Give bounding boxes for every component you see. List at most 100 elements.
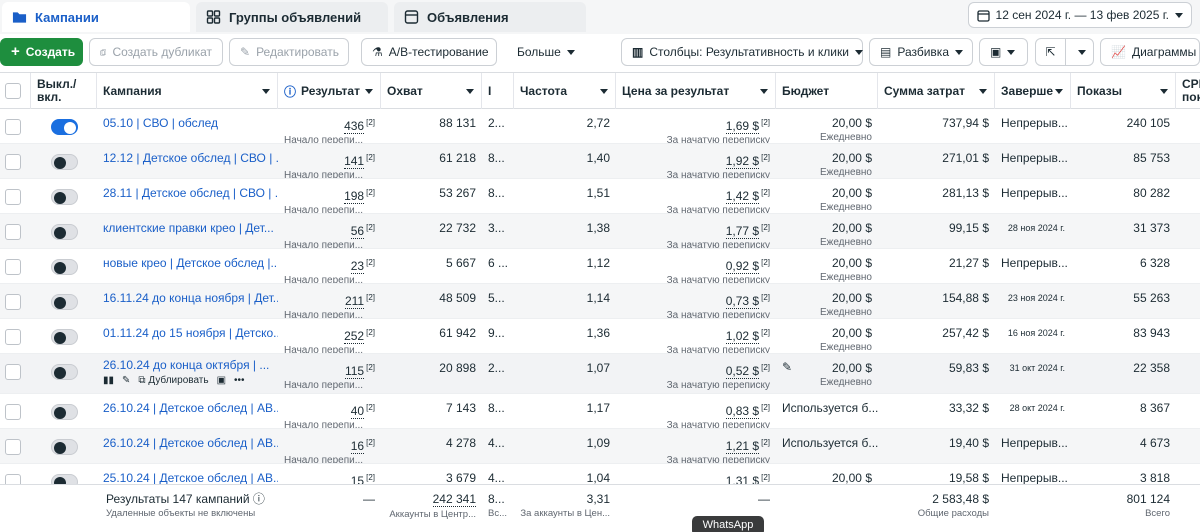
cost-per-result-value[interactable]: 1,92 $ (725, 154, 760, 169)
more-button[interactable]: Больше (507, 38, 583, 66)
result-value[interactable]: 252 (344, 329, 365, 344)
campaign-name-link[interactable]: 25.10.24 | Детское обслед | АВ... (103, 471, 278, 485)
row-checkbox[interactable] (5, 259, 21, 275)
duplicate-action[interactable]: ⧉ Дублировать (138, 375, 209, 386)
cost-per-result-value[interactable]: 1,69 $ (725, 119, 760, 134)
more-icon[interactable]: ••• (234, 375, 245, 386)
pencil-icon[interactable]: ✎ (782, 360, 793, 374)
create-button[interactable]: + Создать (0, 38, 83, 66)
campaign-name-link[interactable]: 01.11.24 до 15 ноября | Детско... (103, 326, 278, 340)
result-value[interactable]: 211 (344, 294, 365, 309)
cell-budget: 20,00 $ Ежедневно (776, 179, 878, 213)
campaign-name-link[interactable]: новые крео | Детское обслед |... (103, 256, 278, 270)
campaign-toggle[interactable] (51, 404, 78, 420)
cell-spent: 33,32 $ (878, 394, 995, 428)
export-button[interactable]: ⇱ (1035, 38, 1094, 66)
row-checkbox[interactable] (5, 224, 21, 240)
impressions-value: 55 263 (1133, 291, 1170, 305)
row-checkbox[interactable] (5, 404, 21, 420)
table-row[interactable]: 12.12 | Детское обслед | СВО | ... 141 [2]… (0, 144, 1200, 179)
result-value[interactable]: 23 (350, 259, 365, 274)
cost-per-result-value[interactable]: 1,42 $ (725, 189, 760, 204)
campaign-name-link[interactable]: 12.12 | Детское обслед | СВО | ... (103, 151, 278, 165)
table-row[interactable]: клиентские правки крео | Дет... 56 [2] Нача… (0, 214, 1200, 249)
campaign-name-link[interactable]: 05.10 | СВО | обслед (103, 116, 219, 130)
table-row[interactable]: 26.10.24 | Детское обслед | АВ... 16 [2] На… (0, 429, 1200, 464)
campaign-name-link[interactable]: 28.11 | Детское обслед | СВО | ... (103, 186, 278, 200)
cost-per-result-value[interactable]: 1,21 $ (725, 439, 760, 454)
campaign-name-link[interactable]: 26.10.24 до конца октября | ... (103, 358, 270, 372)
header-result[interactable]: ⓘ Результат (278, 73, 381, 109)
reports-button[interactable]: ▣ (979, 38, 1028, 66)
table-row[interactable]: 05.10 | СВО | обслед 436 [2] Начало перепи.… (0, 109, 1200, 144)
tab-ad-sets[interactable]: Группы объявлений (196, 2, 388, 32)
charts-button[interactable]: 📈 Диаграммы (1100, 38, 1200, 66)
pencil-icon[interactable]: ✎ (122, 375, 131, 386)
table-row[interactable]: 28.11 | Детское обслед | СВО | ... 198 [2]… (0, 179, 1200, 214)
header-cost-per-result[interactable]: Цена за результат (616, 73, 776, 109)
result-value[interactable]: 115 (344, 364, 365, 379)
row-checkbox[interactable] (5, 154, 21, 170)
row-checkbox[interactable] (5, 329, 21, 345)
campaign-toggle[interactable] (51, 224, 78, 240)
campaign-name-link[interactable]: клиентские правки крео | Дет... (103, 221, 274, 235)
table-row[interactable]: 01.11.24 до 15 ноября | Детско... 252 [2] Н… (0, 319, 1200, 354)
header-impr-short[interactable]: I (482, 73, 514, 109)
row-checkbox[interactable] (5, 294, 21, 310)
duplicate-button[interactable]: Создать дубликат (89, 38, 223, 66)
tab-ads[interactable]: Объявления (394, 2, 586, 32)
cell-result: 40 [2] Начало перепи... (278, 394, 381, 428)
header-budget[interactable]: Бюджет (776, 73, 878, 109)
stats-icon[interactable]: ▮▮ (103, 375, 115, 386)
edit-button[interactable]: ✎ Редактировать (229, 38, 349, 66)
preview-icon[interactable]: ▣ (216, 375, 227, 386)
row-checkbox[interactable] (5, 364, 21, 380)
result-value[interactable]: 198 (344, 189, 365, 204)
footer-impr-sub: Всего (1145, 508, 1170, 519)
table-row[interactable]: новые крео | Детское обслед |... 23 [2] Нач… (0, 249, 1200, 284)
tab-campaigns[interactable]: Кампании (2, 2, 190, 32)
impressions-value: 240 105 (1126, 116, 1170, 130)
cost-per-result-value[interactable]: 0,52 $ (725, 364, 760, 379)
date-range-picker[interactable]: 12 сен 2024 г. — 13 фев 2025 г. (967, 2, 1192, 28)
result-value[interactable]: 16 (350, 439, 365, 454)
ab-test-button[interactable]: ⚗ A/B-тестирование (361, 38, 497, 66)
table-row[interactable]: 16.11.24 до конца ноября | Дет... 211 [2] Н… (0, 284, 1200, 319)
header-campaign[interactable]: Кампания (97, 73, 278, 109)
columns-button[interactable]: ▥ Столбцы: Результативность и клики (621, 38, 863, 66)
header-cpm[interactable]: CPM пок (1176, 73, 1200, 109)
result-value[interactable]: 141 (344, 154, 365, 169)
campaign-toggle[interactable] (51, 364, 78, 380)
campaign-toggle[interactable] (51, 154, 78, 170)
header-toggle[interactable]: Выкл./ вкл. (31, 73, 97, 109)
campaign-toggle[interactable] (51, 189, 78, 205)
campaign-name-link[interactable]: 26.10.24 | Детское обслед | АВ... (103, 401, 278, 415)
row-checkbox[interactable] (5, 439, 21, 455)
breakdown-button[interactable]: ▤ Разбивка (869, 38, 973, 66)
campaign-name-link[interactable]: 16.11.24 до конца ноября | Дет... (103, 291, 278, 305)
cost-per-result-value[interactable]: 0,73 $ (725, 294, 760, 309)
campaign-toggle[interactable] (51, 119, 78, 135)
header-ends[interactable]: Заверше (995, 73, 1071, 109)
header-impressions[interactable]: Показы (1071, 73, 1176, 109)
cost-per-result-value[interactable]: 1,77 $ (725, 224, 760, 239)
select-all-checkbox[interactable] (5, 83, 21, 99)
result-value[interactable]: 40 (350, 404, 365, 419)
header-frequency[interactable]: Частота (514, 73, 616, 109)
campaign-toggle[interactable] (51, 439, 78, 455)
cost-per-result-value[interactable]: 0,83 $ (725, 404, 760, 419)
header-reach[interactable]: Охват (381, 73, 482, 109)
result-value[interactable]: 436 (344, 119, 365, 134)
row-checkbox[interactable] (5, 189, 21, 205)
row-checkbox[interactable] (5, 119, 21, 135)
header-amount-spent[interactable]: Сумма затрат (878, 73, 995, 109)
campaign-toggle[interactable] (51, 329, 78, 345)
campaign-toggle[interactable] (51, 294, 78, 310)
campaign-toggle[interactable] (51, 259, 78, 275)
cost-per-result-value[interactable]: 1,02 $ (725, 329, 760, 344)
table-row[interactable]: 26.10.24 | Детское обслед | АВ... 40 [2] На… (0, 394, 1200, 429)
table-row[interactable]: 26.10.24 до конца октября | ... ▮▮ ✎ ⧉ Д… (0, 354, 1200, 394)
campaign-name-link[interactable]: 26.10.24 | Детское обслед | АВ... (103, 436, 278, 450)
cost-per-result-value[interactable]: 0,92 $ (725, 259, 760, 274)
result-value[interactable]: 56 (350, 224, 365, 239)
